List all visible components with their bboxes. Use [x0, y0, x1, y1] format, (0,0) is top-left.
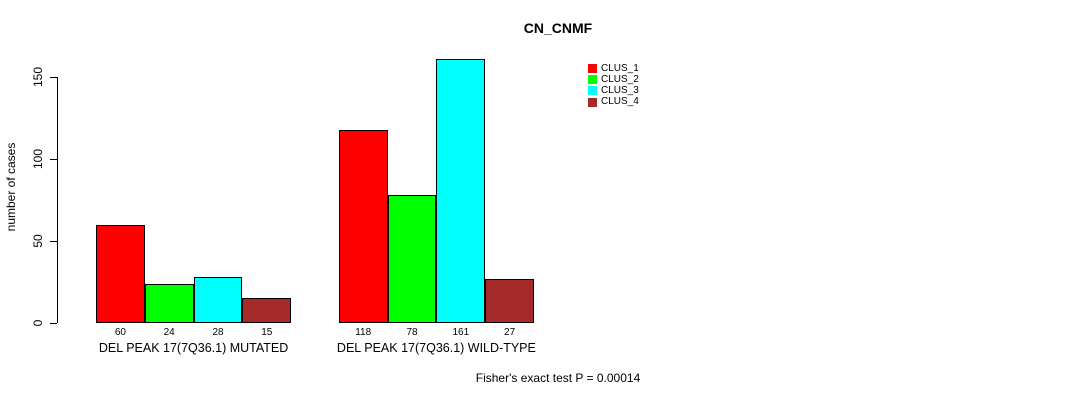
bar-value-label: 27 — [504, 327, 516, 338]
bar-value-label: 118 — [355, 327, 372, 338]
legend: CLUS_1 CLUS_2 CLUS_3 CLUS_4 — [588, 63, 639, 108]
bar — [387, 195, 437, 323]
legend-item: CLUS_2 — [588, 74, 639, 85]
y-axis-line — [57, 77, 58, 323]
bar — [485, 278, 534, 323]
legend-color-swatch — [588, 64, 597, 74]
legend-color-swatch — [588, 75, 597, 85]
legend-item-label: CLUS_4 — [601, 96, 639, 108]
chart-title: CN_CNMF — [523, 20, 593, 36]
y-tick-mark — [50, 76, 57, 78]
bar — [193, 277, 243, 323]
legend-item-label: CLUS_2 — [601, 73, 639, 85]
legend-item: CLUS_4 — [588, 97, 639, 108]
bar — [144, 283, 194, 323]
y-tick-label: 0 — [31, 319, 45, 327]
legend-color-swatch — [588, 97, 597, 107]
y-tick-label: 100 — [31, 148, 45, 170]
x-category-label: DEL PEAK 17(7Q36.1) WILD-TYPE — [336, 341, 536, 355]
y-tick-mark — [50, 240, 57, 242]
bar-value-label: 60 — [114, 327, 126, 338]
bar — [436, 59, 486, 323]
bar-value-label: 28 — [212, 327, 224, 338]
bar-value-label: 78 — [406, 327, 418, 338]
legend-item-label: CLUS_1 — [601, 62, 639, 74]
legend-color-swatch — [588, 86, 597, 96]
y-tick-label: 50 — [31, 234, 45, 248]
x-category-label: DEL PEAK 17(7Q36.1) MUTATED — [98, 341, 289, 355]
bar — [242, 298, 292, 323]
bar-value-label: 24 — [163, 327, 175, 338]
bar — [96, 224, 145, 323]
fisher-test-annotation: Fisher's exact test P = 0.00014 — [475, 371, 641, 385]
bar-value-label: 15 — [261, 327, 273, 338]
legend-item: CLUS_3 — [588, 85, 639, 96]
legend-item-label: CLUS_3 — [601, 84, 639, 96]
bar — [338, 129, 388, 323]
y-axis-label: number of cases — [4, 142, 18, 232]
y-tick-label: 150 — [31, 66, 45, 88]
y-tick-mark — [50, 322, 57, 324]
bar-value-label: 161 — [452, 327, 470, 338]
y-tick-mark — [50, 158, 57, 160]
legend-item: CLUS_1 — [588, 63, 639, 74]
